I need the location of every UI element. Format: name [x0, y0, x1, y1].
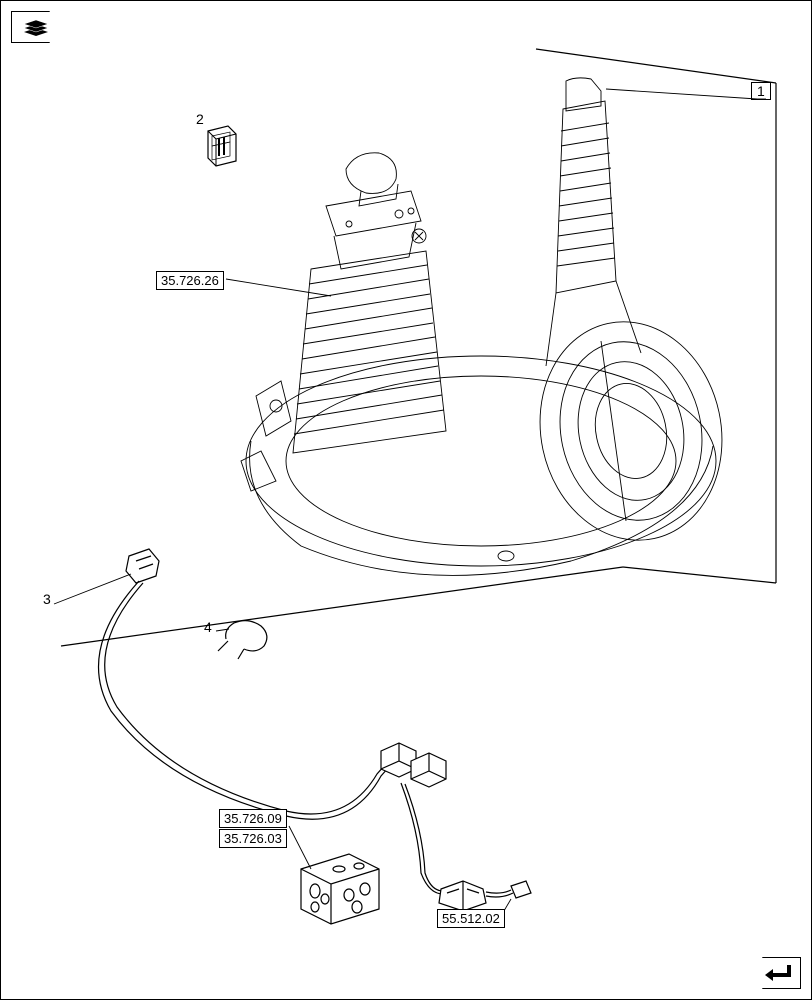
joystick-assembly: [241, 78, 742, 576]
ref-box-35-726-26: 35.726.26: [156, 271, 224, 290]
callout-1: 1: [751, 83, 771, 99]
rocker-switch: [208, 126, 236, 166]
callout-1-label: 1: [751, 82, 771, 100]
callout-4: 4: [204, 619, 212, 635]
wiring-harness: [99, 549, 532, 911]
valve-block: [301, 854, 379, 924]
ref-box-35-726-03: 35.726.03: [219, 829, 287, 848]
ref-box-35-726-09: 35.726.09: [219, 809, 287, 828]
callout-2: 2: [196, 111, 204, 127]
ref-box-55-512-02: 55.512.02: [437, 909, 505, 928]
technical-diagram: [1, 1, 812, 1001]
callout-3: 3: [43, 591, 51, 607]
retaining-clip: [218, 621, 267, 659]
